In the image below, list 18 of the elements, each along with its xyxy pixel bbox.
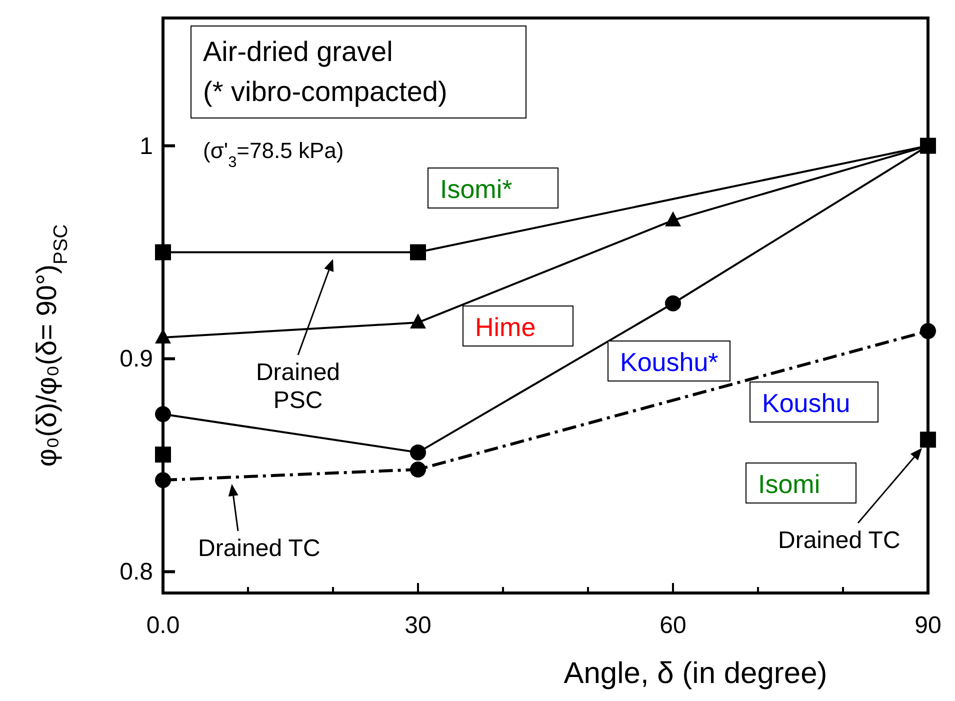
- x-tick-label: 90: [914, 612, 942, 639]
- series-label: Koushu: [762, 388, 850, 418]
- annotation: Drained TC: [198, 535, 320, 562]
- text: Air-dried gravel (* vibro-compacted): [203, 36, 448, 107]
- series-label: Isomi*: [440, 174, 512, 204]
- y-tick-label: 0.8: [120, 558, 153, 586]
- series-label: Hime: [475, 312, 536, 342]
- x-tick-label: 60: [660, 612, 686, 639]
- annotation: Drained TC: [778, 527, 900, 554]
- y-tick-label: 1: [140, 132, 153, 160]
- annotation: Drained PSC: [256, 359, 340, 414]
- x-tick-label: 0.0: [146, 612, 180, 639]
- series-label: Koushu*: [620, 347, 718, 377]
- x-axis-title: Angle, δ (in degree): [564, 657, 828, 690]
- y-tick-label: 0.9: [120, 346, 153, 373]
- text: Isomi: [758, 469, 820, 499]
- annotation: (σ'$_{3}$=78.5 kPa): [203, 138, 344, 170]
- x-tick-label: 30: [404, 612, 432, 639]
